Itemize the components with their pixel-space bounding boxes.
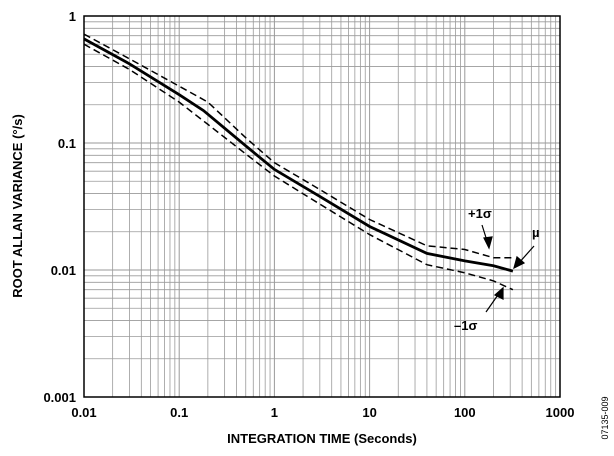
annotation-plus-1-sigma: +1σ [468,206,492,221]
annotation-arrows [481,224,535,313]
y-tick-label: 0.01 [51,263,76,278]
arrowhead-minus-1-sigma [493,286,504,300]
y-tick-label: 0.001 [43,390,76,405]
annotation-minus-1-sigma: –1σ [454,318,477,333]
plot-frame [83,15,561,398]
series-group [83,33,514,291]
series-minus-1-sigma-line [83,43,514,291]
y-tick-label: 0.1 [58,136,76,151]
y-tick-label: 1 [69,9,76,24]
y-tick-labels: 0.001 0.01 0.1 1 [43,9,76,405]
arrowhead-plus-1-sigma [483,236,493,250]
x-tick-labels: 0.01 0.1 1 10 100 1000 [71,405,574,420]
series-plus-1-sigma-line [83,33,513,259]
series-mean-line [83,37,514,273]
y-axis-title: ROOT ALLAN VARIANCE (°/s) [10,114,25,298]
annotation-mu: µ [532,225,540,240]
x-tick-label: 0.1 [170,405,188,420]
x-tick-label: 1 [271,405,278,420]
figure-id: 07135-009 [600,396,610,439]
grid [83,16,560,398]
x-tick-label: 1000 [546,405,575,420]
x-tick-label: 10 [362,405,376,420]
x-tick-label: 100 [454,405,476,420]
arrowhead-mu [513,255,526,270]
x-tick-label: 0.01 [71,405,96,420]
x-axis-title: INTEGRATION TIME (Seconds) [227,431,417,446]
